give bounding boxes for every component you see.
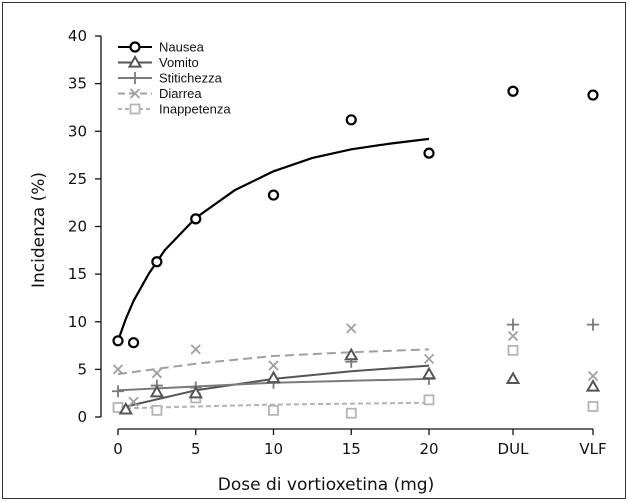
data-point-diarrea bbox=[507, 330, 519, 342]
data-point-vomito bbox=[585, 379, 601, 392]
data-point-nausea bbox=[507, 85, 519, 97]
data-point-nausea bbox=[267, 189, 280, 201]
x-axis-title: Dose di vortioxetina (mg) bbox=[218, 475, 434, 495]
data-point-vomito bbox=[188, 385, 203, 399]
legend-label: Vomito bbox=[159, 55, 199, 70]
data-point-stitichezza bbox=[507, 318, 519, 331]
y-tick-label: 30 bbox=[68, 122, 87, 140]
y-tick-label: 5 bbox=[77, 360, 87, 378]
data-point-vomito bbox=[149, 384, 165, 398]
data-point-inappetenza bbox=[423, 394, 435, 406]
data-point-nausea bbox=[345, 114, 357, 126]
data-point-diarrea bbox=[151, 368, 163, 379]
x-tick-label: DUL bbox=[498, 440, 530, 458]
data-point-vomito bbox=[421, 366, 437, 380]
y-tick-label: 10 bbox=[68, 313, 87, 331]
data-point-vomito bbox=[505, 371, 521, 385]
x-tick-label: VLF bbox=[579, 440, 606, 458]
fit-line-diarrea bbox=[117, 348, 430, 376]
legend-marker bbox=[129, 88, 141, 99]
data-point-inappetenza bbox=[587, 401, 599, 412]
fit-line-inappetenza bbox=[117, 401, 430, 410]
data-point-nausea bbox=[190, 213, 202, 225]
x-tick-label: 0 bbox=[113, 440, 123, 458]
data-point-inappetenza bbox=[345, 407, 357, 419]
data-point-stitichezza bbox=[112, 385, 124, 398]
fit-line-nausea bbox=[116, 137, 430, 342]
data-point-inappetenza bbox=[112, 402, 124, 413]
chart-frame bbox=[2, 2, 626, 499]
y-tick-label: 40 bbox=[68, 27, 87, 45]
legend-label: Diarrea bbox=[159, 86, 202, 101]
legend-label: Inappetenza bbox=[159, 102, 231, 117]
x-tick-label: 15 bbox=[342, 440, 361, 458]
x-tick-label: 20 bbox=[419, 440, 438, 458]
data-point-diarrea bbox=[268, 360, 279, 371]
data-point-vomito bbox=[266, 370, 281, 384]
data-point-vomito bbox=[118, 401, 133, 415]
legend-marker bbox=[129, 103, 141, 115]
data-point-nausea bbox=[127, 337, 140, 349]
y-tick-label: 25 bbox=[68, 170, 87, 188]
data-points bbox=[112, 85, 601, 419]
data-point-diarrea bbox=[346, 323, 357, 334]
data-point-nausea bbox=[587, 89, 599, 101]
legend: NauseaVomitoStitichezzaDiarreaInappetenz… bbox=[118, 40, 231, 117]
y-tick-label: 15 bbox=[68, 265, 87, 283]
y-tick-label: 20 bbox=[68, 218, 87, 236]
x-tick-label: 5 bbox=[191, 440, 201, 458]
legend-marker bbox=[129, 72, 141, 84]
data-point-nausea bbox=[423, 147, 435, 159]
legend-label: Nausea bbox=[159, 40, 205, 55]
x-tick-label: 10 bbox=[264, 440, 283, 458]
data-point-diarrea bbox=[587, 370, 599, 382]
data-point-nausea bbox=[151, 256, 163, 268]
data-point-diarrea bbox=[128, 396, 139, 407]
legend-marker bbox=[127, 54, 143, 68]
y-axis-title: Incidenza (%) bbox=[29, 172, 49, 288]
data-point-diarrea bbox=[190, 344, 201, 355]
data-point-nausea bbox=[112, 335, 124, 347]
y-tick-label: 0 bbox=[77, 408, 87, 426]
y-tick-label: 35 bbox=[68, 75, 87, 93]
data-point-inappetenza bbox=[268, 404, 279, 416]
data-point-inappetenza bbox=[507, 344, 519, 356]
data-point-diarrea bbox=[112, 364, 124, 375]
data-point-vomito bbox=[344, 347, 359, 361]
data-point-stitichezza bbox=[587, 318, 599, 331]
fit-lines bbox=[116, 137, 430, 410]
legend-marker bbox=[129, 41, 141, 53]
legend-label: Stitichezza bbox=[159, 71, 223, 86]
data-point-diarrea bbox=[423, 353, 435, 365]
data-point-inappetenza bbox=[151, 404, 163, 416]
axes: 0 5 10 15 20 25 30 35 40 0 5 10 15 20 DUL VLF bbox=[68, 27, 607, 458]
